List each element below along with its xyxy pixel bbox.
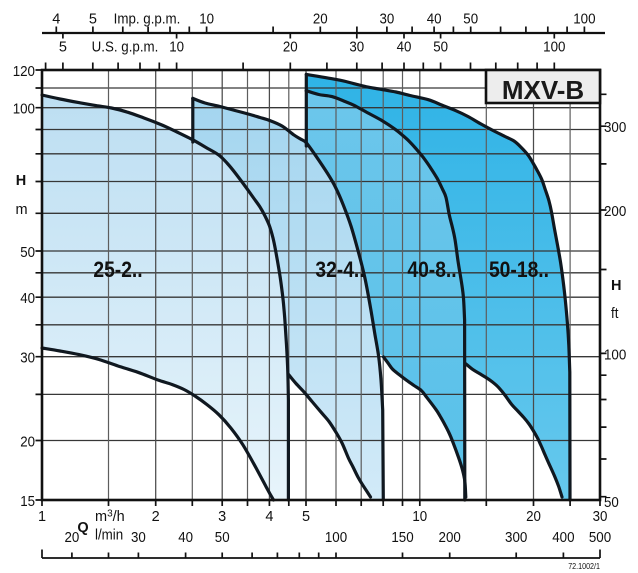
svg-text:20: 20 bbox=[65, 530, 80, 546]
svg-text:40: 40 bbox=[20, 291, 35, 307]
svg-text:5: 5 bbox=[89, 12, 97, 28]
svg-text:50: 50 bbox=[463, 12, 478, 28]
svg-text:100: 100 bbox=[13, 102, 35, 118]
svg-text:10: 10 bbox=[412, 509, 427, 525]
svg-text:50: 50 bbox=[215, 530, 230, 546]
svg-text:30: 30 bbox=[20, 351, 35, 367]
svg-text:H: H bbox=[16, 173, 26, 189]
svg-text:50-18..: 50-18.. bbox=[489, 257, 549, 282]
svg-text:30: 30 bbox=[131, 530, 146, 546]
svg-text:100: 100 bbox=[325, 530, 347, 546]
svg-text:3: 3 bbox=[218, 509, 226, 525]
svg-text:50: 50 bbox=[433, 40, 448, 56]
svg-text:ft: ft bbox=[611, 306, 618, 322]
svg-text:200: 200 bbox=[439, 530, 461, 546]
svg-text:U.S. g.p.m.: U.S. g.p.m. bbox=[92, 40, 159, 56]
svg-text:30: 30 bbox=[593, 509, 608, 525]
svg-text:10: 10 bbox=[199, 12, 214, 28]
svg-text:120: 120 bbox=[13, 64, 35, 80]
svg-text:20: 20 bbox=[313, 12, 328, 28]
svg-text:20: 20 bbox=[20, 435, 35, 451]
svg-text:150: 150 bbox=[391, 530, 413, 546]
svg-text:m3/h: m3/h bbox=[95, 509, 125, 526]
svg-text:400: 400 bbox=[552, 530, 574, 546]
svg-text:25-2..: 25-2.. bbox=[93, 257, 142, 282]
svg-text:40: 40 bbox=[397, 40, 412, 56]
svg-text:2: 2 bbox=[152, 509, 160, 525]
svg-text:100: 100 bbox=[543, 40, 565, 56]
svg-text:1: 1 bbox=[38, 509, 46, 525]
svg-text:15: 15 bbox=[20, 494, 35, 510]
svg-text:100: 100 bbox=[573, 12, 595, 28]
svg-text:20: 20 bbox=[526, 509, 541, 525]
svg-text:40: 40 bbox=[178, 530, 193, 546]
svg-text:40: 40 bbox=[427, 12, 442, 28]
svg-text:l/min: l/min bbox=[95, 528, 123, 544]
svg-text:m: m bbox=[15, 202, 27, 218]
svg-text:Q: Q bbox=[77, 520, 88, 536]
svg-text:500: 500 bbox=[589, 530, 611, 546]
svg-text:32-4..: 32-4.. bbox=[315, 257, 364, 282]
svg-text:300: 300 bbox=[505, 530, 527, 546]
svg-text:50: 50 bbox=[20, 245, 35, 261]
svg-text:300: 300 bbox=[604, 120, 626, 136]
svg-text:72.1002/1: 72.1002/1 bbox=[568, 561, 600, 571]
svg-text:50: 50 bbox=[604, 495, 619, 511]
svg-text:30: 30 bbox=[349, 40, 364, 56]
svg-text:20: 20 bbox=[283, 40, 298, 56]
svg-text:5: 5 bbox=[302, 509, 310, 525]
svg-text:200: 200 bbox=[604, 204, 626, 220]
svg-text:Imp. g.p.m.: Imp. g.p.m. bbox=[114, 12, 181, 28]
svg-text:30: 30 bbox=[380, 12, 395, 28]
svg-text:5: 5 bbox=[59, 40, 67, 56]
svg-text:10: 10 bbox=[169, 40, 184, 56]
svg-text:4: 4 bbox=[52, 12, 60, 28]
svg-text:40-8..: 40-8.. bbox=[407, 257, 456, 282]
svg-text:H: H bbox=[611, 278, 621, 294]
svg-text:4: 4 bbox=[265, 509, 273, 525]
svg-text:100: 100 bbox=[604, 347, 626, 363]
svg-text:MXV-B: MXV-B bbox=[502, 75, 584, 105]
